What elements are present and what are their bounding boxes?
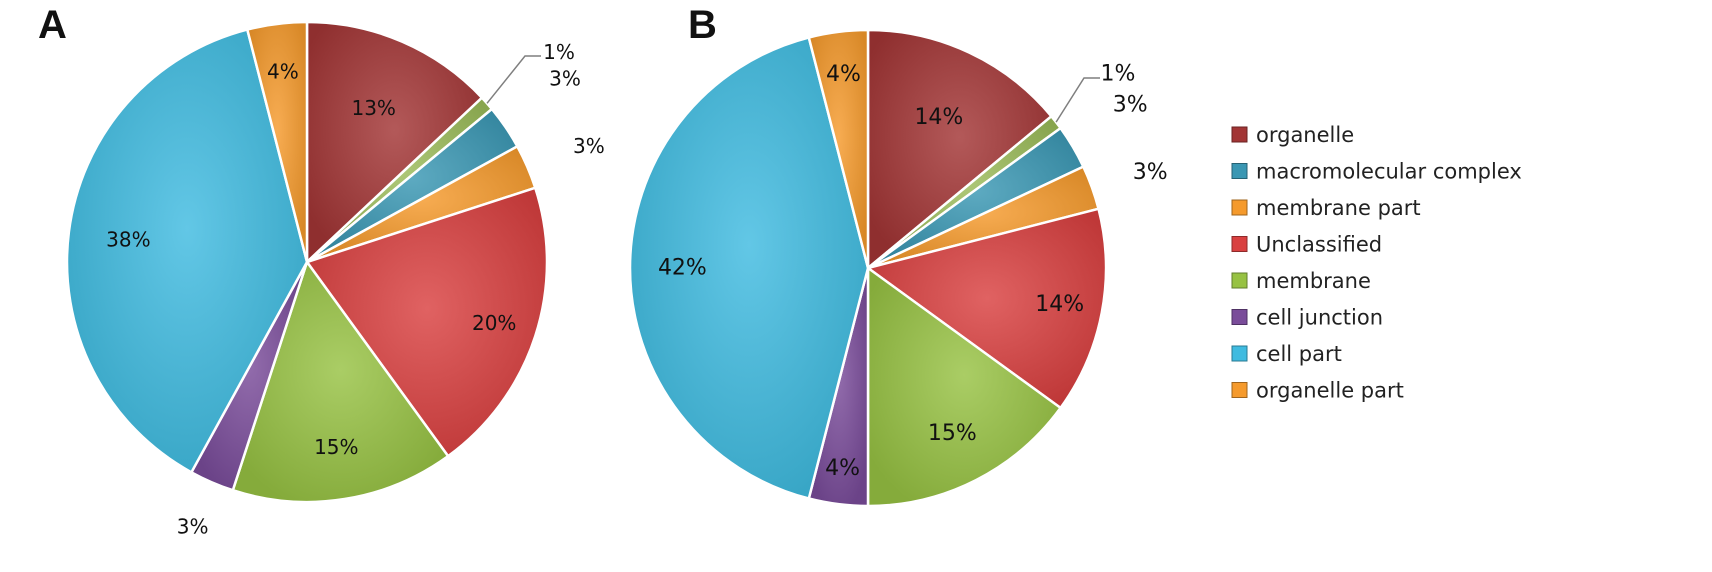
legend-swatch	[1231, 382, 1248, 398]
pie-b-label-cell-part: 42%	[658, 256, 707, 281]
legend-label: Unclassified	[1256, 233, 1382, 257]
pie-b-label-minor: 1%	[1101, 62, 1136, 87]
legend-label: organelle	[1256, 123, 1354, 147]
legend-label: organelle part	[1256, 379, 1404, 403]
legend-swatch	[1231, 199, 1248, 216]
pie-b-slice-organelle-part	[807, 28, 870, 269]
pie-b-label-membrane-part: 3%	[1133, 160, 1168, 185]
legend-swatch	[1231, 236, 1248, 252]
pie-a-label-minor: 1%	[543, 40, 575, 64]
legend-label: membrane	[1256, 269, 1371, 293]
pie-a-slice-membrane	[231, 259, 450, 504]
pie-b-slice-organelle	[866, 28, 1054, 271]
pie-b-label-cell-junction: 4%	[825, 456, 860, 481]
pie-b-slice-unclassified	[865, 207, 1108, 410]
pie-chart-b: 14% 1% 3% 3% 14% 15% 4% 42% 4%	[628, 28, 1168, 508]
legend-swatch	[1231, 309, 1248, 325]
legend-item: Unclassified	[1231, 233, 1382, 257]
pie-b-slice-cell-part	[628, 35, 870, 501]
legend-item: macromolecular complex	[1231, 160, 1522, 184]
legend-swatch	[1231, 345, 1248, 362]
panel-label-b: B	[688, 3, 717, 47]
pie-b-label-unclassified: 14%	[1035, 292, 1084, 317]
pie-a-slice-unclassified	[304, 186, 549, 458]
legend-label: membrane part	[1256, 196, 1421, 220]
pie-b-label-membrane: 15%	[928, 421, 977, 446]
legend-swatch	[1231, 272, 1248, 289]
pie-a-label-unclassified: 20%	[472, 311, 516, 335]
panel-label-a: A	[38, 3, 67, 47]
legend-swatch	[1231, 126, 1248, 143]
legend-item: membrane	[1231, 269, 1371, 293]
pie-b-slice-membrane	[866, 265, 1063, 508]
legend: organelle macromolecular complex membrane …	[1231, 123, 1522, 403]
legend-item: cell part	[1231, 342, 1342, 366]
legend-item: organelle	[1231, 123, 1354, 147]
pie-b-label-macromolecular-complex: 3%	[1113, 92, 1148, 117]
legend-item: cell junction	[1231, 306, 1383, 330]
pie-b-label-organelle: 14%	[914, 105, 963, 130]
legend-label: cell part	[1256, 342, 1342, 366]
legend-label: cell junction	[1256, 306, 1383, 330]
pie-b-label-organelle-part: 4%	[826, 62, 861, 87]
pie-a-slice-organelle	[305, 20, 484, 265]
pie-b-leader-line	[1055, 77, 1100, 123]
pie-chart-a: 13% 1% 3% 3% 20% 15% 3% 38% 4%	[65, 20, 605, 538]
pie-a-label-membrane: 15%	[314, 435, 358, 459]
legend-swatch	[1231, 163, 1248, 179]
pie-a-slice-cell-part	[65, 28, 309, 475]
pie-a-label-cell-junction: 3%	[177, 514, 209, 538]
pie-a-leader-line	[486, 55, 541, 104]
pie-a-label-organelle-part: 4%	[267, 60, 299, 84]
pie-a-label-organelle: 13%	[351, 96, 395, 120]
pie-a-label-macromolecular-complex: 3%	[549, 67, 581, 91]
pie-a-label-cell-part: 38%	[106, 227, 150, 251]
pie-a-slice-organelle-part	[245, 20, 309, 263]
legend-item: organelle part	[1231, 379, 1404, 403]
pie-a-label-membrane-part: 3%	[573, 134, 605, 158]
legend-label: macromolecular complex	[1256, 160, 1522, 184]
legend-item: membrane part	[1231, 196, 1421, 220]
